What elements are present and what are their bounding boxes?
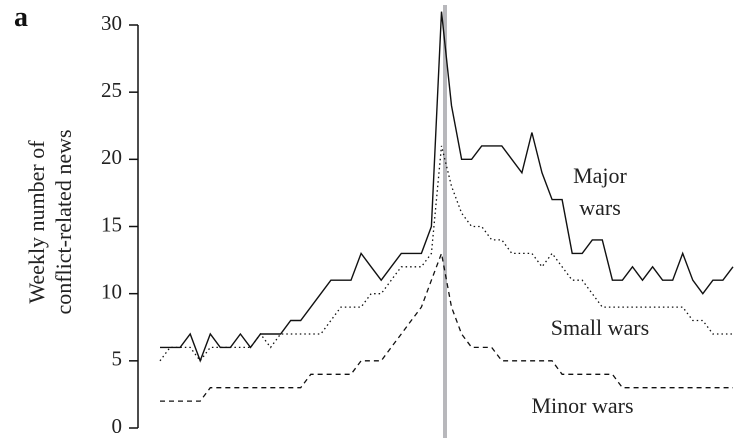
y-tick-label: 30 (101, 11, 122, 35)
panel-label: a (14, 2, 28, 33)
series-label: Small wars (550, 315, 650, 340)
series-line (160, 250, 733, 402)
y-tick-label: 25 (101, 78, 122, 102)
y-tick-label: 20 (101, 145, 122, 169)
series-line (160, 11, 734, 363)
y-tick-label: 15 (101, 212, 122, 236)
y-axis-label: Weekly number of conflict-related news (24, 129, 76, 315)
series-label: Major wars (573, 163, 627, 220)
series-label: Minor wars (531, 393, 634, 418)
y-tick-label: 10 (101, 279, 122, 303)
y-tick-label: 5 (112, 347, 123, 371)
y-tick-label: 0 (112, 414, 123, 438)
